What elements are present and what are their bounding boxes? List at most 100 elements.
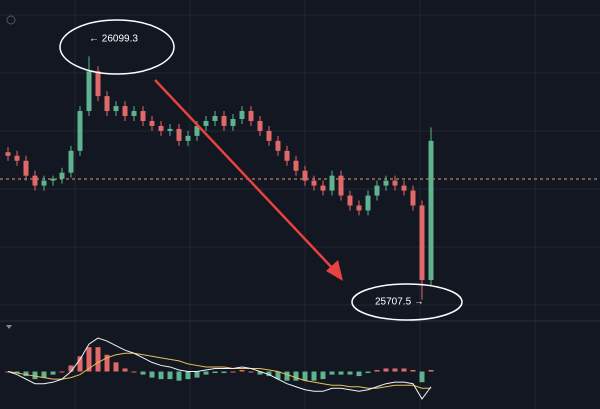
- candle-body: [419, 205, 425, 281]
- macd-histogram-bar: [149, 371, 155, 378]
- candle-body: [284, 150, 290, 161]
- candle-body: [356, 205, 362, 211]
- macd-histogram-bar: [329, 371, 335, 375]
- macd-histogram-bar: [203, 371, 209, 375]
- macd-histogram-bar: [122, 368, 128, 372]
- macd-histogram-bar: [221, 371, 227, 374]
- candle-body: [131, 111, 137, 117]
- marks: [0, 56, 600, 400]
- highlight-ellipse: [59, 19, 175, 75]
- candle-body: [212, 116, 218, 121]
- macd-histogram-bar: [59, 371, 65, 373]
- macd-histogram-bar: [176, 371, 182, 381]
- candle-body: [122, 106, 128, 117]
- highlight-ellipse: [351, 283, 463, 321]
- high-label: ← 26099.3: [89, 34, 138, 45]
- candle-body: [401, 185, 407, 191]
- candle-body: [77, 111, 83, 151]
- macd-histogram-bar: [428, 370, 434, 372]
- candle-body: [167, 128, 173, 131]
- candle-body: [14, 155, 20, 161]
- candle-body: [149, 120, 155, 126]
- macd-histogram-bar: [410, 370, 416, 372]
- candle-body: [68, 150, 74, 173]
- macd-histogram-bar: [158, 371, 164, 380]
- candle-body: [248, 111, 254, 121]
- candle-body: [239, 111, 245, 119]
- candle-body: [185, 135, 191, 141]
- macd-histogram-bar: [131, 371, 137, 373]
- candle-body: [275, 140, 281, 151]
- candle-body: [338, 175, 344, 196]
- macd-histogram-bar: [365, 371, 371, 374]
- collapse-icon[interactable]: [6, 325, 12, 329]
- macd-histogram-bar: [167, 371, 173, 380]
- macd-histogram-bar: [212, 371, 218, 374]
- macd-histogram-bar: [311, 371, 317, 381]
- macd-histogram-bar: [86, 347, 92, 372]
- candle-body: [428, 140, 434, 281]
- macd-histogram-bar: [338, 371, 344, 375]
- candle-body: [302, 170, 308, 181]
- macd-histogram-bar: [302, 371, 308, 381]
- macd-histogram-bar: [401, 368, 407, 372]
- candle-body: [230, 118, 236, 126]
- macd-histogram-bar: [194, 371, 200, 378]
- candle-body: [374, 185, 380, 196]
- macd-histogram-bar: [140, 371, 146, 375]
- macd-histogram-bar: [32, 371, 38, 380]
- candle-body: [140, 111, 146, 121]
- candle-body: [86, 71, 92, 112]
- macd-histogram-bar: [266, 371, 272, 377]
- eye-icon[interactable]: [6, 15, 16, 25]
- arrow-head: [326, 260, 343, 281]
- macd-histogram-bar: [257, 371, 263, 375]
- macd-histogram-bar: [293, 371, 299, 381]
- arrow: [154, 79, 337, 273]
- candle-body: [5, 152, 11, 156]
- macd-histogram-bar: [356, 371, 362, 377]
- macd-line: [7, 337, 432, 400]
- candle-body: [221, 116, 227, 126]
- macd-histogram-bar: [77, 356, 83, 372]
- candle-body: [32, 175, 38, 186]
- macd-histogram-bar: [68, 365, 74, 372]
- candle-body: [50, 178, 56, 181]
- candle-body: [59, 172, 65, 179]
- candle-body: [410, 190, 416, 206]
- candle-body: [113, 106, 119, 112]
- macd-histogram-bar: [374, 370, 380, 372]
- candle-body: [365, 195, 371, 211]
- candle-body: [23, 160, 29, 176]
- macd-histogram-bar: [113, 362, 119, 372]
- macd-histogram-bar: [41, 371, 47, 378]
- candle-body: [41, 180, 47, 186]
- candle-body: [104, 96, 110, 112]
- macd-histogram-bar: [383, 368, 389, 372]
- macd-histogram-bar: [50, 371, 56, 375]
- macd-histogram-bar: [185, 371, 191, 380]
- candle-body: [257, 120, 263, 131]
- candle-body: [194, 125, 200, 136]
- macd-histogram-bar: [23, 371, 29, 377]
- low-label: 25707.5 →: [375, 297, 424, 308]
- signal-line: [7, 352, 431, 389]
- candle-body: [266, 130, 272, 141]
- macd-histogram-bar: [347, 371, 353, 375]
- candle-body: [320, 185, 326, 191]
- candle-body: [311, 180, 317, 186]
- candle-body: [203, 120, 209, 126]
- candle-body: [158, 125, 164, 131]
- macd-histogram-bar: [104, 354, 110, 372]
- candle-body: [176, 128, 182, 141]
- macd-histogram-bar: [320, 371, 326, 380]
- macd-histogram-bar: [419, 371, 425, 383]
- macd-histogram-bar: [248, 371, 254, 373]
- macd-histogram-bar: [14, 371, 20, 374]
- candle-body: [293, 160, 299, 171]
- candle-body: [347, 195, 353, 206]
